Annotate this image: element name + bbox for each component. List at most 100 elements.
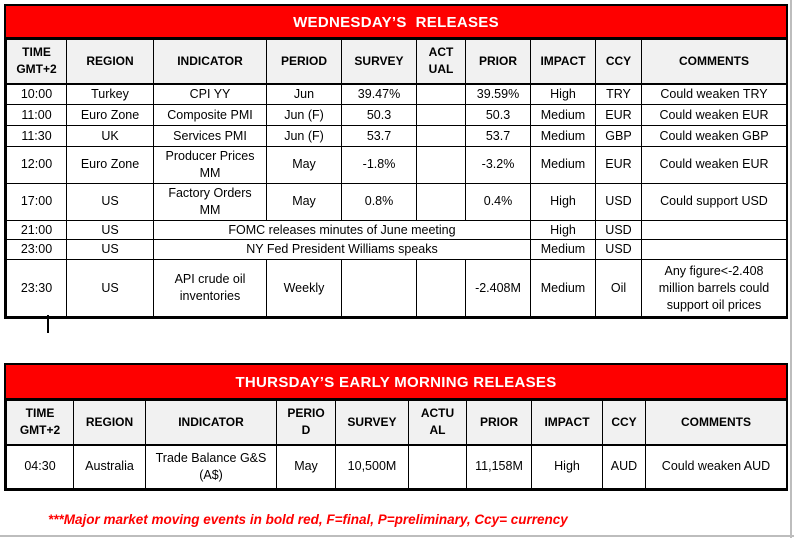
table-cell: 17:00 <box>6 182 67 221</box>
table-cell: Any figure<-2.408 million barrels could … <box>641 259 787 318</box>
column-header: IMPACT <box>530 39 596 85</box>
table-cell: UK <box>66 125 154 147</box>
table-cell: Jun (F) <box>266 104 342 126</box>
column-header: INDICATOR <box>145 400 277 446</box>
table-cell: High <box>530 182 596 221</box>
table-cell: 11:00 <box>6 104 67 126</box>
table-cell <box>416 182 466 221</box>
table-cell: -2.408M <box>465 259 531 318</box>
table-row: 21:00 US FOMC releases minutes of June mee… <box>6 219 787 241</box>
column-header: ACTU AL <box>408 400 467 446</box>
table-cell: TRY <box>595 83 642 105</box>
table-cell: 50.3 <box>465 104 531 126</box>
table-cell <box>641 239 787 261</box>
table-cell: 04:30 <box>6 444 74 489</box>
table-cell: -1.8% <box>341 146 417 184</box>
table-cell <box>416 104 466 126</box>
table-cell: Turkey <box>66 83 154 105</box>
table-cell: Medium <box>530 125 596 147</box>
column-header: IMPACT <box>531 400 603 446</box>
stray-border-tick <box>47 315 49 333</box>
table-cell: US <box>66 182 154 221</box>
table-row: 11:00 Euro Zone Composite PMI Jun (F) 50.3 50… <box>6 104 787 126</box>
column-header: REGION <box>73 400 146 446</box>
table-row: 11:30 UK Services PMI Jun (F) 53.7 53.7 Medium… <box>6 125 787 147</box>
column-header: CCY <box>595 39 642 85</box>
table-cell: May <box>266 146 342 184</box>
table-cell: Could weaken EUR <box>641 146 787 184</box>
table-cell: EUR <box>595 146 642 184</box>
table-cell: Jun <box>266 83 342 105</box>
table-cell: 53.7 <box>341 125 417 147</box>
table-cell: 11:30 <box>6 125 67 147</box>
table-cell: Jun (F) <box>266 125 342 147</box>
screen-edge-right-line <box>790 0 792 538</box>
table-cell: USD <box>595 219 642 241</box>
table-cell: Medium <box>530 259 596 318</box>
column-header: COMMENTS <box>641 39 787 85</box>
table-cell: 53.7 <box>465 125 531 147</box>
table-cell: Factory Orders MM <box>153 182 267 221</box>
table-cell: Could weaken GBP <box>641 125 787 147</box>
table-cell: 11,158M <box>466 444 532 489</box>
table-row: 10:00 Turkey CPI YY Jun 39.47% 39.59% High TRY C… <box>6 83 787 105</box>
table-cell: Medium <box>530 146 596 184</box>
table-cell: Could weaken AUD <box>645 444 787 489</box>
thursday-table-grid: TIME GMT+2 REGION INDICATOR PERIO D SURVEY AC… <box>6 400 787 489</box>
column-header: SURVEY <box>335 400 409 446</box>
table-cell: High <box>531 444 603 489</box>
table-cell: US <box>66 259 154 318</box>
table-cell: -3.2% <box>465 146 531 184</box>
table-cell: 50.3 <box>341 104 417 126</box>
table-cell: Could weaken TRY <box>641 83 787 105</box>
table-cell: 12:00 <box>6 146 67 184</box>
table-cell: 0.8% <box>341 182 417 221</box>
table-cell: USD <box>595 182 642 221</box>
wednesday-table-grid: TIME GMT+2 REGION INDICATOR PERIOD SURVEY ACT… <box>6 39 787 318</box>
table-cell: US <box>66 219 154 241</box>
screen-edge-bottom-line <box>0 535 794 537</box>
table-cell: USD <box>595 239 642 261</box>
header-row: TIME GMT+2 REGION INDICATOR PERIO D SURVEY AC… <box>6 400 787 446</box>
table-cell: Medium <box>530 239 596 261</box>
table-cell <box>341 259 417 318</box>
wednesday-releases-table: WEDNESDAY’S RELEASES TIME GMT+2 REGION IND… <box>4 4 788 320</box>
thursday-table-title: THURSDAY’S EARLY MORNING RELEASES <box>6 365 786 400</box>
table-cell: Australia <box>73 444 146 489</box>
column-header: INDICATOR <box>153 39 267 85</box>
table-cell: AUD <box>602 444 646 489</box>
column-header: PERIO D <box>276 400 336 446</box>
table-cell: 39.47% <box>341 83 417 105</box>
table-cell: 0.4% <box>465 182 531 221</box>
table-cell: Services PMI <box>153 125 267 147</box>
column-header: CCY <box>602 400 646 446</box>
table-cell: May <box>276 444 336 489</box>
table-cell: 39.59% <box>465 83 531 105</box>
column-header: TIME GMT+2 <box>6 400 74 446</box>
table-cell: Producer Prices MM <box>153 146 267 184</box>
table-cell <box>641 219 787 241</box>
footer-note: ***Major market moving events in bold re… <box>48 512 568 527</box>
table-cell <box>408 444 467 489</box>
table-cell: FOMC releases minutes of June meeting <box>153 219 531 241</box>
table-cell: Euro Zone <box>66 104 154 126</box>
table-cell: High <box>530 219 596 241</box>
column-header: PRIOR <box>466 400 532 446</box>
table-cell: Weekly <box>266 259 342 318</box>
table-cell: Could weaken EUR <box>641 104 787 126</box>
table-row: 04:30 Australia Trade Balance G&S (A$) May 1… <box>6 444 787 489</box>
table-cell: Could support USD <box>641 182 787 221</box>
table-cell: 10,500M <box>335 444 409 489</box>
table-row: 23:00 US NY Fed President Williams speaks M… <box>6 239 787 261</box>
table-row: 17:00 US Factory Orders MM May 0.8% 0.4% High U… <box>6 182 787 221</box>
table-cell <box>416 83 466 105</box>
table-cell: CPI YY <box>153 83 267 105</box>
column-header: COMMENTS <box>645 400 787 446</box>
table-cell: Oil <box>595 259 642 318</box>
table-cell: Trade Balance G&S (A$) <box>145 444 277 489</box>
table-cell: 21:00 <box>6 219 67 241</box>
table-cell: GBP <box>595 125 642 147</box>
header-row: TIME GMT+2 REGION INDICATOR PERIOD SURVEY ACT… <box>6 39 787 85</box>
table-cell <box>416 125 466 147</box>
